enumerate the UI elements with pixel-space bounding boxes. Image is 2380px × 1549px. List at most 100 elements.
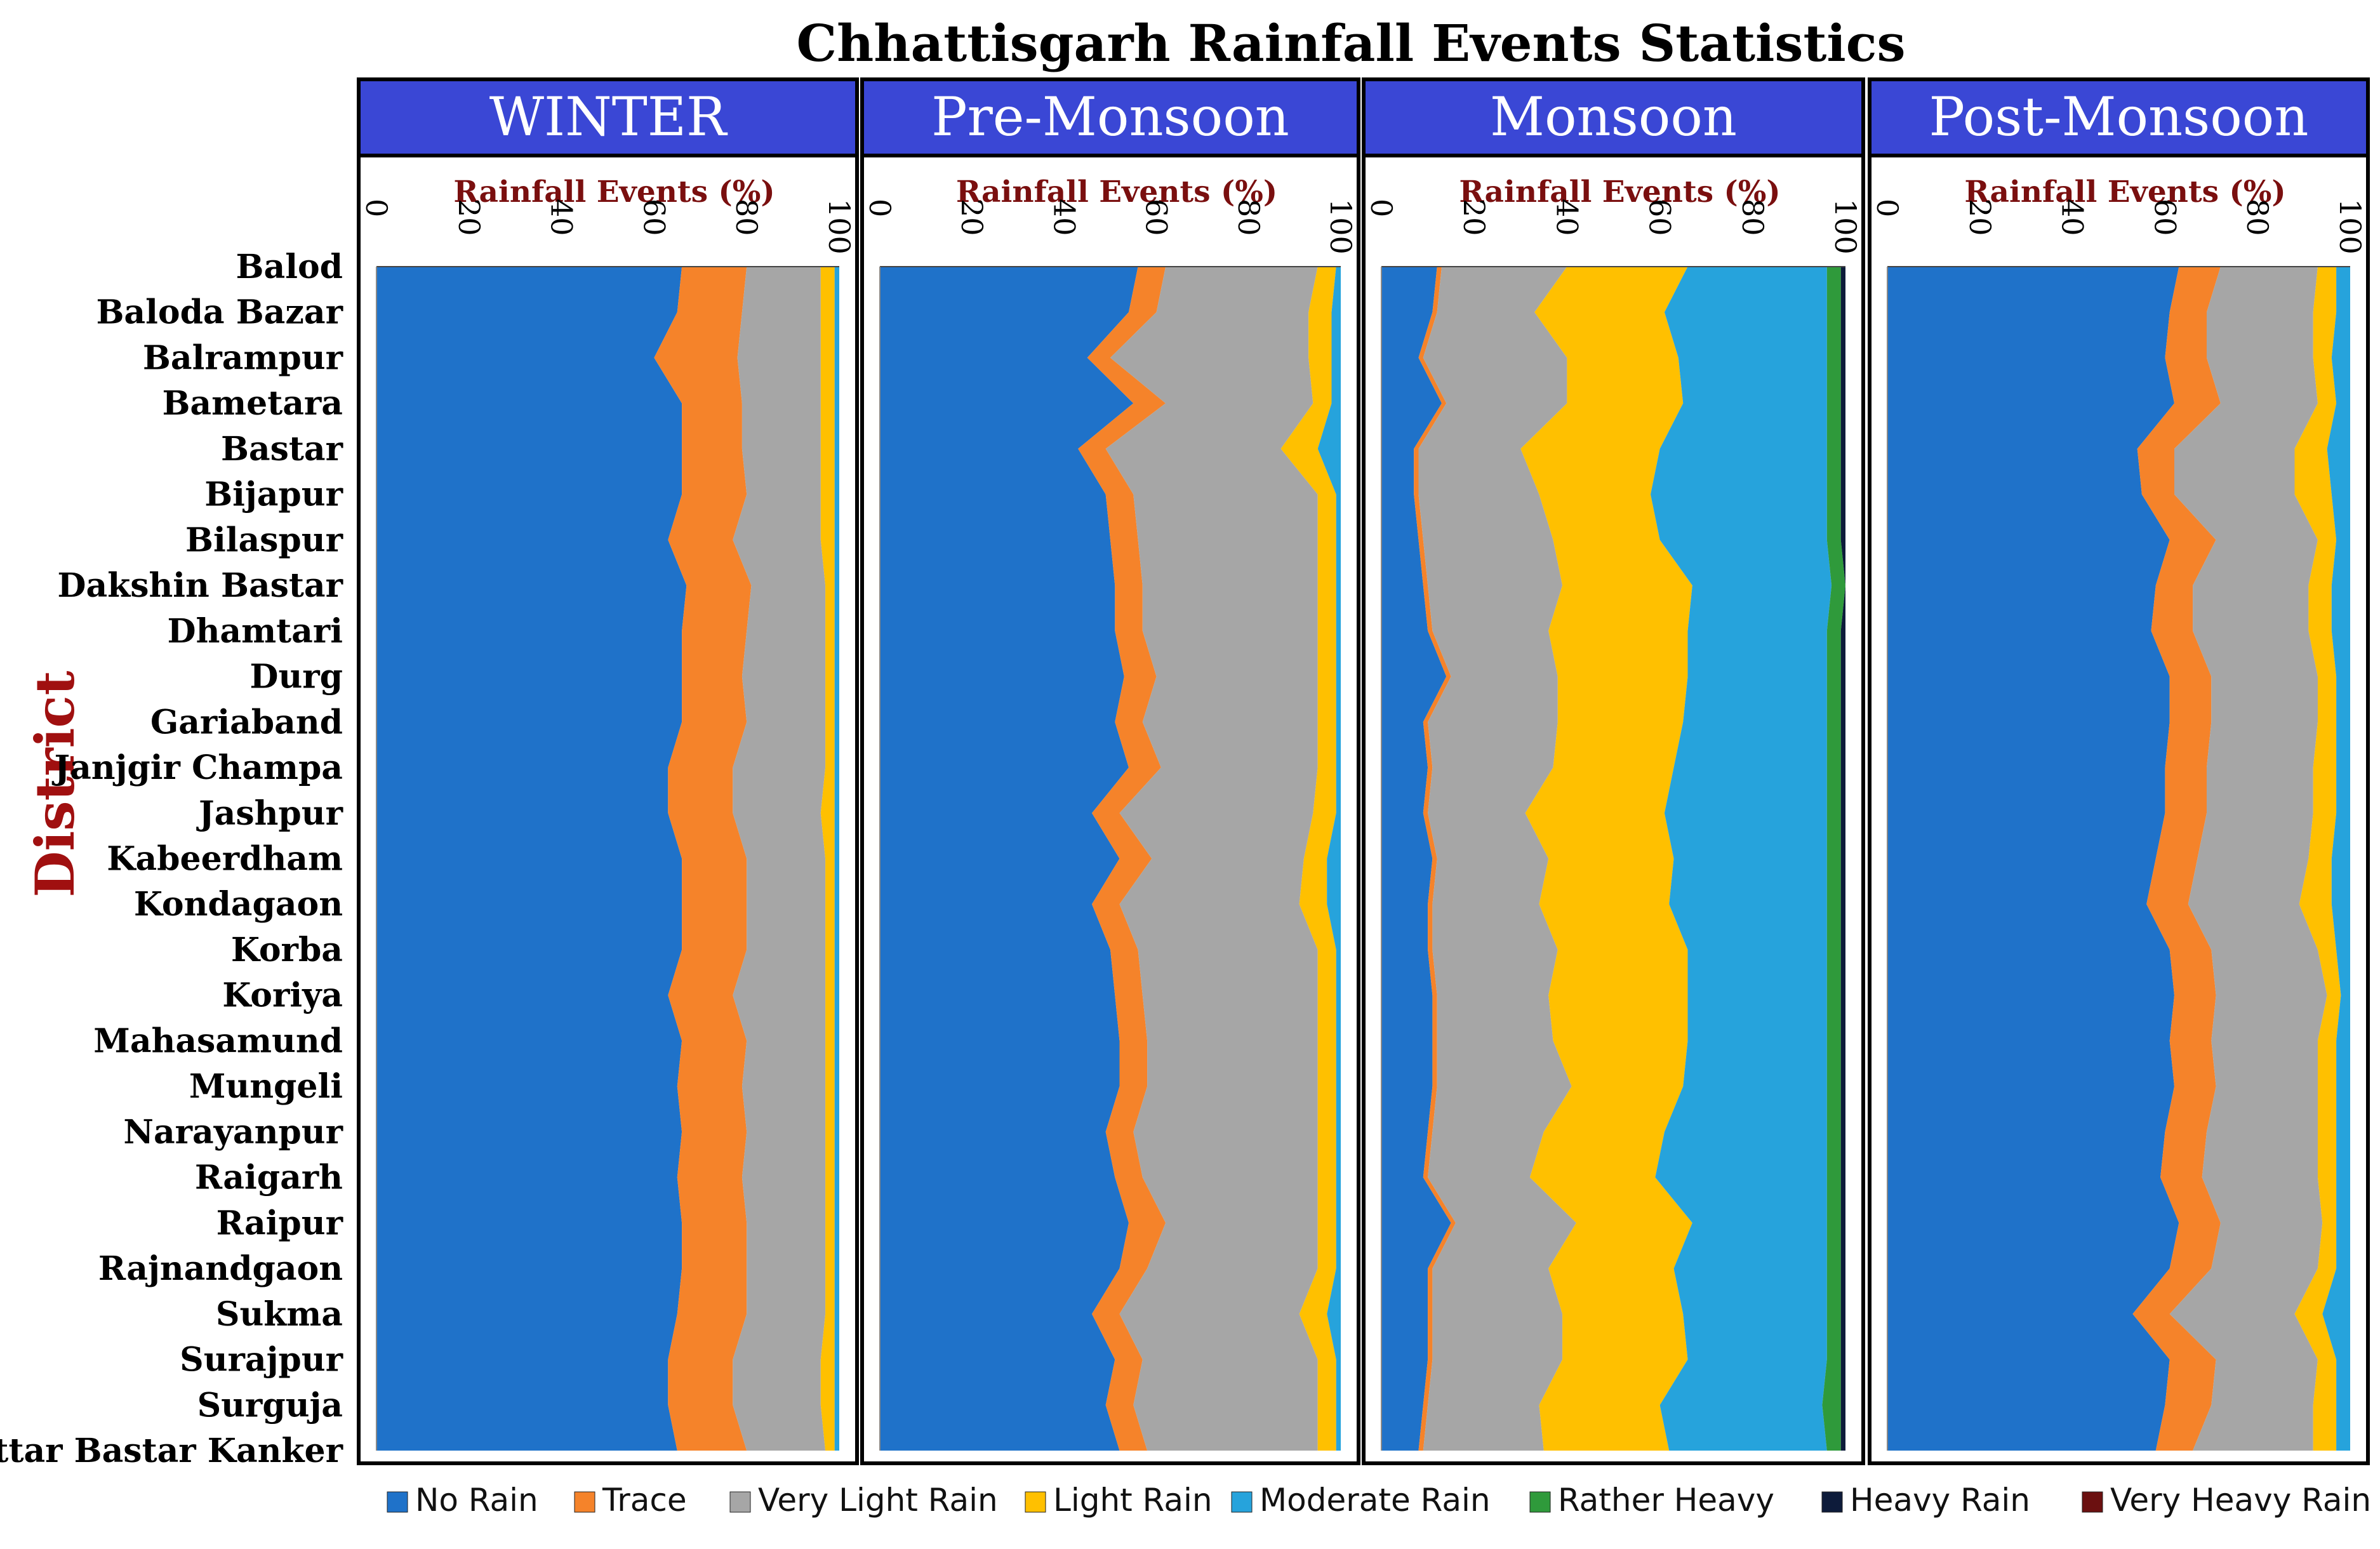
area-very-light-rain [1418,267,1576,1451]
district-label-bastar: Bastar [221,430,343,469]
legend-item-light-rain: Light Rain [1025,1482,1213,1519]
district-label-bijapur: Bijapur [204,475,343,514]
x-tick-label: 100 [822,199,856,255]
legend-item-no-rain: No Rain [387,1482,538,1519]
area-very-light-rain [2169,267,2327,1451]
x-tick-label: 20 [1963,199,1997,236]
season-header [860,77,1360,157]
x-tick-label: 0 [1870,199,1905,217]
district-label-kondagaon: Kondagaon [134,885,343,924]
district-label-baloda-bazar: Baloda Bazar [96,293,343,332]
x-tick-label: 0 [359,199,394,217]
area-no-rain [880,267,1138,1451]
y-axis-title: District [23,670,86,897]
legend: No Rain Trace Very Light Rain Light Rain Mod… [387,1482,2371,1519]
season-header [1362,77,1865,157]
district-label-bametara: Bametara [162,384,343,423]
legend-label: Heavy Rain [1850,1482,2030,1519]
legend-swatch [574,1491,595,1513]
panel-pre-monsoon: Pre-Monsoon Rainfall Events (%) 0 20 40 60 80 1… [860,77,1360,1465]
x-tick-label: 0 [863,199,897,217]
area-trace [1414,267,1456,1451]
x-axis-title: Rainfall Events (%) [956,175,1277,209]
season-title: Pre-Monsoon [931,86,1289,148]
district-label-raipur: Raipur [216,1204,343,1242]
x-tick-label: 40 [1047,199,1081,236]
legend-label: Trace [602,1482,687,1519]
x-tick-label: 20 [955,199,989,236]
legend-label: Very Heavy Rain [2110,1482,2371,1519]
area-trace [2132,267,2221,1451]
area-moderate-rain [1651,267,1832,1451]
panel-winter: WINTER Rainfall Events (%) 0 20 40 60 80 100 [357,77,859,1465]
chart-title: Chhattisgarh Rainfall Events Statistics [796,13,1905,73]
x-tick-label: 0 [1364,199,1399,217]
area-trace [1078,267,1166,1451]
season-title: WINTER [489,86,728,148]
district-label-raigarh: Raigarh [195,1159,343,1197]
district-label-janjgir-champa: Janjgir Champa [52,748,343,787]
legend-swatch [387,1491,408,1513]
legend-swatch [1529,1491,1551,1513]
district-label-jashpur: Jashpur [196,794,343,833]
x-tick-label: 100 [1828,199,1863,255]
x-axis-title: Rainfall Events (%) [1459,175,1780,209]
area-very-light-rain [1105,267,1318,1451]
district-label-uttar-bastar-kanker: Uttar Bastar Kanker [0,1432,343,1470]
area-moderate-rain [2322,267,2350,1451]
area-light-rain [2294,267,2341,1451]
x-tick-label: 60 [637,199,671,236]
area-no-rain [1887,267,2179,1451]
x-axis-title: Rainfall Events (%) [453,175,774,209]
legend-swatch [1025,1491,1046,1513]
x-tick-label: 80 [2240,199,2275,236]
season-header [357,77,859,157]
x-tick-label: 80 [729,199,764,236]
x-tick-label: 40 [2056,199,2090,236]
x-tick-label: 100 [1324,199,1358,255]
area-no-rain [376,267,687,1451]
district-label-balod: Balod [236,248,343,286]
x-tick-label: 20 [452,199,486,236]
legend-label: Light Rain [1053,1482,1213,1519]
legend-swatch [1821,1491,1843,1513]
x-tick-label: 60 [2148,199,2182,236]
legend-swatch [1231,1491,1253,1513]
area-trace [654,267,752,1451]
area-moderate-rain [1317,267,1341,1451]
x-tick-label: 60 [1643,199,1677,236]
area-rather-heavy [1822,267,1845,1451]
district-label-bilaspur: Bilaspur [185,521,343,559]
district-label-mahasamund: Mahasamund [93,1021,343,1060]
legend-label: Rather Heavy [1558,1482,1774,1519]
district-label-balrampur: Balrampur [143,338,343,377]
area-moderate-rain [834,267,839,1451]
legend-label: Moderate Rain [1260,1482,1491,1519]
x-tick-label: 40 [1550,199,1584,236]
district-label-koriya: Koriya [222,976,343,1015]
season-title: Monsoon [1490,86,1737,148]
x-tick-label: 80 [1232,199,1266,236]
district-label-sukma: Sukma [216,1295,343,1334]
legend-label: No Rain [415,1482,538,1519]
legend-item-very-heavy-rain: Very Heavy Rain [2082,1482,2371,1519]
legend-item-moderate-rain: Moderate Rain [1231,1482,1491,1519]
area-light-rain [1520,267,1692,1451]
area-no-rain [1381,267,1451,1451]
district-label-surajpur: Surajpur [180,1341,343,1379]
x-tick-label: 20 [1457,199,1491,236]
x-tick-label: 60 [1140,199,1174,236]
district-label-mungeli: Mungeli [189,1067,343,1106]
legend-item-rather-heavy: Rather Heavy [1529,1482,1774,1519]
x-tick-label: 100 [2333,199,2367,255]
legend-swatch [2082,1491,2103,1513]
panel-post-monsoon: Post-Monsoon Rainfall Events (%) 0 20 40 60 80… [1868,77,2370,1465]
district-label-narayanpur: Narayanpur [123,1113,343,1152]
legend-label: Very Light Rain [758,1482,998,1519]
district-label-dhamtari: Dhamtari [168,612,343,651]
legend-item-trace: Trace [574,1482,687,1519]
panel-monsoon: Monsoon Rainfall Events (%) 0 20 40 60 80 100 [1362,77,1865,1465]
season-header [1868,77,2370,157]
area-very-light-rain [733,267,826,1451]
